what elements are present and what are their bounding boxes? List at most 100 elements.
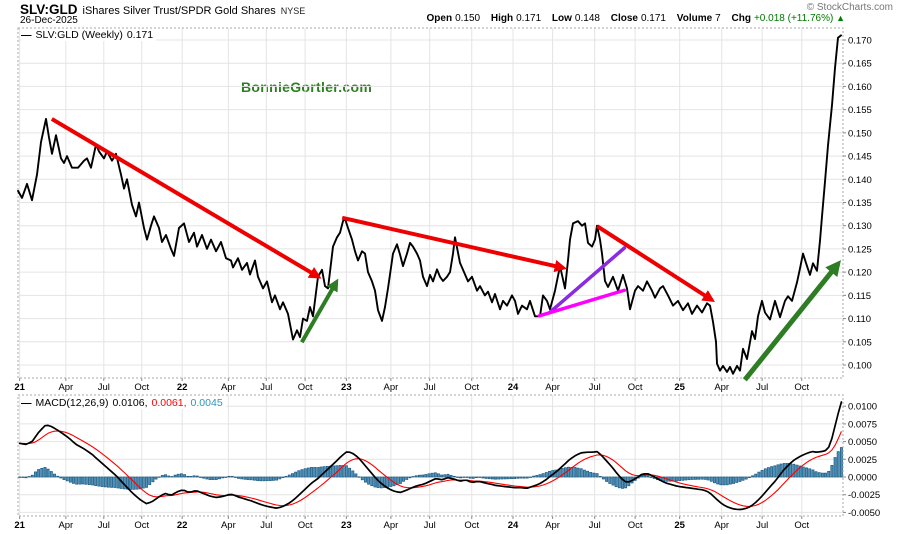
- uptrend-arrow-2022: [300, 278, 339, 344]
- macd-histogram-bar: [833, 457, 837, 478]
- macd-histogram-bar: [367, 476, 371, 485]
- macd-histogram-bar: [338, 465, 342, 478]
- macd-histogram-bar: [725, 476, 729, 486]
- macd-x-tick-label: Jul: [756, 520, 768, 531]
- macd-histogram-bar: [211, 476, 215, 480]
- macd-x-tick-label: Apr: [384, 520, 399, 531]
- macd-histogram-bar: [529, 476, 532, 478]
- macd-histogram-bar: [249, 476, 253, 481]
- macd-histogram-bar: [621, 476, 624, 489]
- macd-histogram-bar: [617, 476, 621, 489]
- y-tick-label: 0.150: [848, 128, 872, 139]
- macd-histogram-bar: [27, 476, 31, 478]
- downtrend-arrow-2024: [596, 224, 715, 303]
- macd-x-tick-label: Oct: [628, 520, 643, 531]
- macd-histogram-bar: [433, 472, 437, 478]
- macd-histogram-bar: [364, 476, 367, 483]
- macd-histogram-bar: [186, 475, 190, 478]
- macd-histogram-bar: [738, 476, 742, 482]
- macd-histogram-bar: [525, 476, 529, 479]
- macd-histogram-bar: [744, 476, 748, 480]
- macd-histogram-bar: [763, 468, 767, 478]
- macd-histogram-bar: [62, 476, 66, 480]
- macd-x-tick-label: Jul: [424, 520, 436, 531]
- macd-histogram-bar: [560, 468, 564, 478]
- macd-histogram-bar: [827, 470, 831, 478]
- macd-histogram-bar: [801, 466, 805, 478]
- x-tick-label: Jul: [98, 382, 110, 393]
- macd-histogram-bar: [227, 475, 231, 478]
- macd-histogram-bar: [490, 476, 494, 480]
- macd-histogram-bar: [643, 475, 647, 478]
- y-tick-label: 0.105: [848, 337, 872, 348]
- macd-histogram-bar: [78, 476, 82, 485]
- macd-histogram-bar: [383, 476, 386, 488]
- macd-histogram-bar: [87, 476, 91, 485]
- chart-date: 26-Dec-2025: [20, 15, 78, 26]
- macd-histogram-bar: [167, 475, 171, 478]
- macd-histogram-bar: [370, 476, 374, 487]
- macd-histogram-bar: [487, 476, 491, 480]
- macd-x-tick-label: Oct: [464, 520, 479, 531]
- macd-histogram-bar: [100, 476, 104, 487]
- macd-x-tick-label: 23: [341, 520, 352, 531]
- macd-histogram-bar: [281, 476, 285, 478]
- macd-histogram-bar: [824, 472, 827, 478]
- macd-histogram-bar: [449, 475, 453, 478]
- x-tick-label: Jul: [260, 382, 272, 393]
- macd-histogram-bar: [674, 476, 678, 482]
- macd-histogram-bar: [97, 476, 101, 487]
- x-tick-label: 24: [508, 382, 519, 393]
- macd-histogram-bar: [722, 476, 726, 486]
- macd-histogram-bar: [240, 476, 244, 480]
- macd-histogram-bar: [145, 476, 148, 488]
- macd-histogram-bar: [284, 475, 288, 478]
- macd-histogram-bar: [18, 476, 22, 478]
- macd-histogram-bar: [417, 474, 421, 478]
- macd-legend-dash-icon: —: [21, 397, 32, 409]
- macd-histogram-bar: [681, 476, 685, 481]
- macd-histogram-bar: [741, 476, 745, 481]
- macd-histogram-bar: [830, 465, 834, 478]
- macd-histogram-bar: [294, 471, 298, 478]
- macd-histogram-bar: [126, 476, 129, 490]
- macd-histogram-bar: [817, 472, 821, 478]
- macd-histogram-bar: [53, 473, 56, 478]
- macd-histogram-bar: [747, 476, 751, 478]
- macd-histogram-bar: [214, 476, 218, 480]
- high-label: High: [490, 13, 514, 24]
- open-label: Open: [426, 13, 453, 24]
- macd-histogram-bar: [141, 476, 145, 489]
- macd-histogram-bar: [265, 476, 269, 482]
- macd-histogram-bar: [310, 467, 313, 478]
- macd-histogram-bar: [465, 476, 469, 478]
- macd-histogram-bar: [59, 476, 63, 479]
- x-tick-label: Oct: [134, 382, 149, 393]
- macd-histogram-bar: [268, 476, 272, 481]
- macd-histogram-bar: [687, 476, 691, 481]
- macd-histogram-bar: [81, 476, 85, 485]
- macd-histogram-bar: [709, 476, 713, 482]
- macd-x-tick-label: Jul: [589, 520, 601, 531]
- price-line: [17, 34, 842, 375]
- macd-histogram-bar: [430, 472, 434, 478]
- exchange-label: NYSE: [280, 6, 306, 16]
- macd-histogram-bar: [300, 469, 304, 478]
- macd-histogram-bar: [732, 476, 735, 484]
- macd-histogram-bar: [649, 476, 653, 478]
- macd-histogram-bar: [164, 474, 167, 478]
- macd-histogram-bar: [246, 476, 250, 480]
- macd-y-tick-label: 0.0025: [848, 455, 877, 466]
- macd-y-tick-label: 0.0050: [848, 437, 877, 448]
- x-tick-label: Oct: [464, 382, 479, 393]
- macd-histogram-bar: [408, 476, 412, 479]
- macd-histogram-bar: [183, 474, 187, 478]
- price-panel-border: [17, 27, 844, 379]
- x-tick-label: Apr: [221, 382, 236, 393]
- macd-histogram-bar: [579, 468, 583, 478]
- macd-histogram-bar: [798, 465, 802, 478]
- macd-histogram-bar: [24, 476, 28, 479]
- macd-histogram-bar: [205, 476, 209, 480]
- macd-histogram-bar: [728, 476, 732, 485]
- y-tick-label: 0.145: [848, 152, 872, 163]
